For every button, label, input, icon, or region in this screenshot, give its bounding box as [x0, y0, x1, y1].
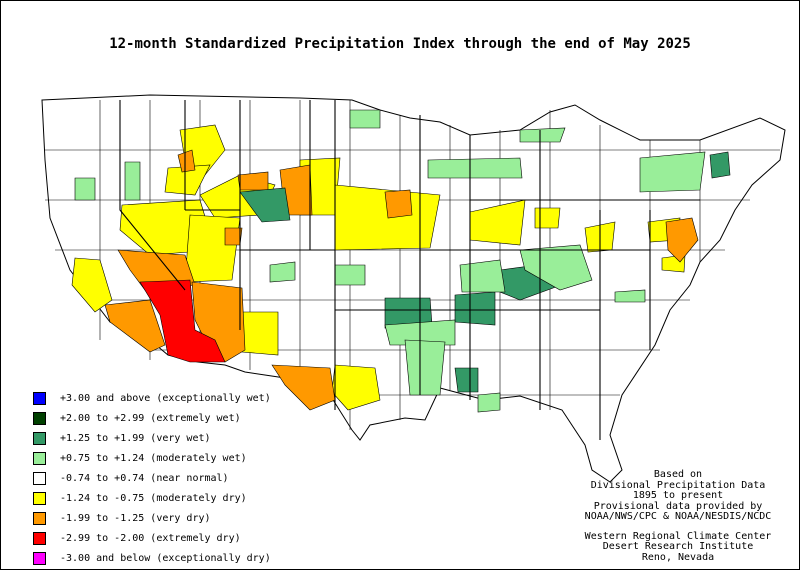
map-title: 12-month Standardized Precipitation Inde… — [109, 36, 691, 52]
legend-label: -2.99 to -2.00 (extremely dry) — [60, 532, 241, 544]
moderately-wet-regions — [74, 109, 706, 413]
legend-item: +2.00 to +2.99 (extremely wet) — [33, 408, 271, 428]
legend-label: +3.00 and above (exceptionally wet) — [60, 392, 271, 404]
credits-line: Western Regional Climate Center — [584, 530, 772, 542]
legend-swatch — [33, 531, 46, 545]
credits-line: Desert Research Institute — [602, 541, 754, 552]
legend: +3.00 and above (exceptionally wet) +2.0… — [33, 388, 271, 568]
credits-line: NOAA/NWS/CPC & NOAA/NESDIS/NCDC — [584, 511, 772, 522]
legend-item: -0.74 to +0.74 (near normal) — [33, 468, 271, 488]
legend-swatch — [33, 411, 46, 425]
credits-line: Provisional data provided by — [593, 500, 763, 512]
legend-item: +3.00 and above (exceptionally wet) — [33, 388, 271, 408]
credits-line: Divisional Precipitation Data — [590, 479, 766, 491]
credits: Based on Divisional Precipitation Data 1… — [568, 469, 788, 563]
legend-item: -3.00 and below (exceptionally dry) — [33, 548, 271, 568]
legend-label: +2.00 to +2.99 (extremely wet) — [60, 412, 241, 424]
legend-swatch — [33, 391, 46, 405]
legend-swatch — [33, 491, 46, 505]
credits-line: Based on — [653, 469, 703, 480]
legend-item: -2.99 to -2.00 (extremely dry) — [33, 528, 271, 548]
legend-swatch — [33, 511, 46, 525]
legend-swatch — [33, 551, 46, 565]
state-boundaries — [119, 100, 700, 440]
legend-label: +1.25 to +1.99 (very wet) — [60, 432, 211, 444]
legend-swatch — [33, 451, 46, 465]
legend-item: -1.24 to -0.75 (moderately dry) — [33, 488, 271, 508]
legend-swatch — [33, 471, 46, 485]
legend-label: +0.75 to +1.24 (moderately wet) — [60, 452, 247, 464]
legend-swatch — [33, 431, 46, 445]
legend-item: +0.75 to +1.24 (moderately wet) — [33, 448, 271, 468]
legend-label: -1.99 to -1.25 (very dry) — [60, 512, 211, 524]
very-dry-regions — [104, 149, 699, 411]
legend-label: -1.24 to -0.75 (moderately dry) — [60, 492, 247, 504]
legend-label: -3.00 and below (exceptionally dry) — [60, 552, 271, 564]
credits-line: 1895 to present — [632, 490, 724, 501]
extremely-dry-regions — [139, 279, 226, 363]
legend-label: -0.74 to +0.74 (near normal) — [60, 472, 229, 484]
credits-line: Reno, Nevada — [641, 551, 715, 563]
legend-item: -1.99 to -1.25 (very dry) — [33, 508, 271, 528]
legend-item: +1.25 to +1.99 (very wet) — [33, 428, 271, 448]
